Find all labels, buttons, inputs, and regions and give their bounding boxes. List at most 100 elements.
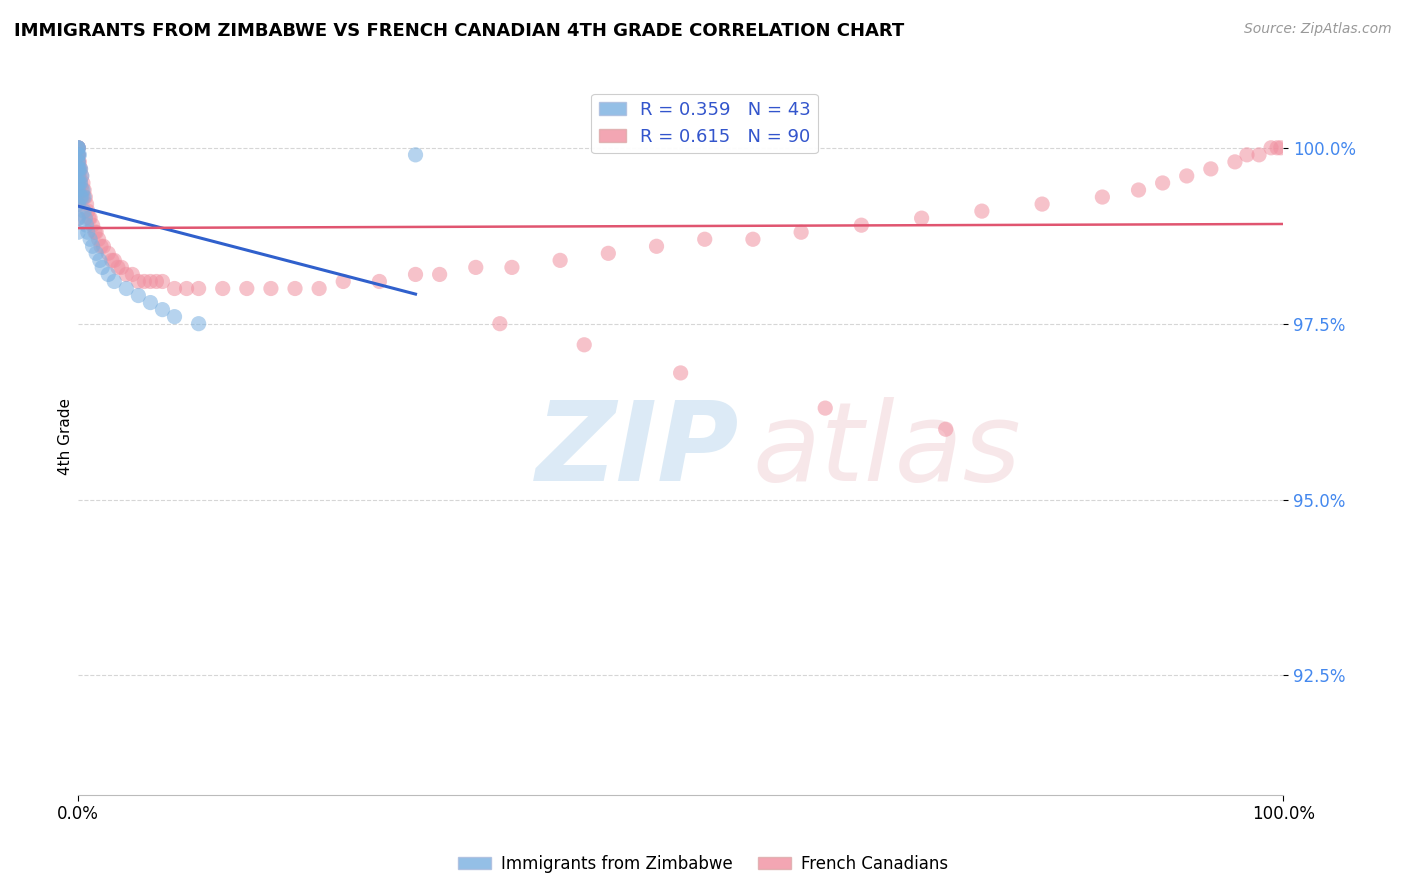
Point: [67, 148, 90, 162]
Point: [67, 141, 90, 155]
Legend: Immigrants from Zimbabwe, French Canadians: Immigrants from Zimbabwe, French Canadia…: [451, 848, 955, 880]
Point: [464, 260, 486, 275]
Point: [139, 295, 162, 310]
Point: [67, 176, 90, 190]
Point: [89, 253, 111, 268]
Point: [115, 281, 138, 295]
Point: [139, 275, 162, 289]
Point: [67, 225, 90, 239]
Point: [489, 317, 512, 331]
Point: [935, 422, 957, 436]
Point: [429, 268, 451, 282]
Point: [76, 197, 98, 211]
Point: [67, 161, 90, 176]
Text: Source: ZipAtlas.com: Source: ZipAtlas.com: [1244, 22, 1392, 37]
Point: [73, 183, 96, 197]
Point: [103, 253, 125, 268]
Text: atlas: atlas: [754, 397, 1022, 504]
Point: [84, 246, 107, 260]
Point: [67, 197, 90, 211]
Point: [501, 260, 523, 275]
Point: [82, 239, 104, 253]
Point: [152, 302, 174, 317]
Point: [70, 190, 93, 204]
Point: [67, 190, 90, 204]
Point: [574, 338, 596, 352]
Point: [67, 169, 90, 183]
Point: [69, 161, 91, 176]
Point: [82, 218, 104, 232]
Point: [67, 169, 90, 183]
Point: [67, 183, 90, 197]
Point: [67, 176, 90, 190]
Point: [598, 246, 620, 260]
Point: [69, 190, 91, 204]
Point: [1236, 148, 1258, 162]
Point: [90, 239, 112, 253]
Point: [67, 169, 90, 183]
Point: [187, 317, 209, 331]
Point: [67, 141, 90, 155]
Point: [127, 275, 149, 289]
Text: IMMIGRANTS FROM ZIMBABWE VS FRENCH CANADIAN 4TH GRADE CORRELATION CHART: IMMIGRANTS FROM ZIMBABWE VS FRENCH CANAD…: [14, 22, 904, 40]
Point: [91, 260, 114, 275]
Legend: R = 0.359   N = 43, R = 0.615   N = 90: R = 0.359 N = 43, R = 0.615 N = 90: [592, 94, 818, 153]
Point: [134, 275, 156, 289]
Point: [1031, 197, 1053, 211]
Point: [1091, 190, 1114, 204]
Point: [76, 225, 98, 239]
Point: [1260, 141, 1282, 155]
Point: [332, 275, 354, 289]
Point: [75, 190, 97, 204]
Point: [107, 260, 129, 275]
Text: ZIP: ZIP: [536, 397, 740, 504]
Point: [645, 239, 668, 253]
Point: [308, 281, 330, 295]
Point: [548, 253, 571, 268]
Point: [69, 176, 91, 190]
Point: [405, 268, 427, 282]
Point: [669, 366, 692, 380]
Point: [67, 183, 90, 197]
Point: [110, 260, 132, 275]
Point: [115, 268, 138, 282]
Point: [970, 204, 993, 219]
Point: [79, 232, 101, 246]
Point: [67, 141, 90, 155]
Point: [1175, 169, 1198, 183]
Point: [70, 169, 93, 183]
Point: [1199, 161, 1222, 176]
Point: [67, 161, 90, 176]
Point: [67, 154, 90, 169]
Point: [79, 211, 101, 226]
Point: [368, 275, 391, 289]
Point: [101, 253, 124, 268]
Point: [152, 275, 174, 289]
Point: [84, 225, 107, 239]
Point: [405, 148, 427, 162]
Point: [163, 281, 186, 295]
Point: [814, 401, 837, 416]
Y-axis label: 4th Grade: 4th Grade: [58, 398, 73, 475]
Point: [76, 204, 98, 219]
Point: [103, 275, 125, 289]
Point: [67, 154, 90, 169]
Point: [75, 211, 97, 226]
Point: [67, 161, 90, 176]
Point: [67, 148, 90, 162]
Point: [67, 169, 90, 183]
Point: [67, 141, 90, 155]
Point: [145, 275, 167, 289]
Point: [67, 161, 90, 176]
Point: [77, 211, 100, 226]
Point: [1270, 141, 1292, 155]
Point: [67, 148, 90, 162]
Point: [67, 197, 90, 211]
Point: [69, 161, 91, 176]
Point: [187, 281, 209, 295]
Point: [72, 183, 94, 197]
Point: [93, 239, 115, 253]
Point: [73, 190, 96, 204]
Point: [67, 148, 90, 162]
Point: [284, 281, 307, 295]
